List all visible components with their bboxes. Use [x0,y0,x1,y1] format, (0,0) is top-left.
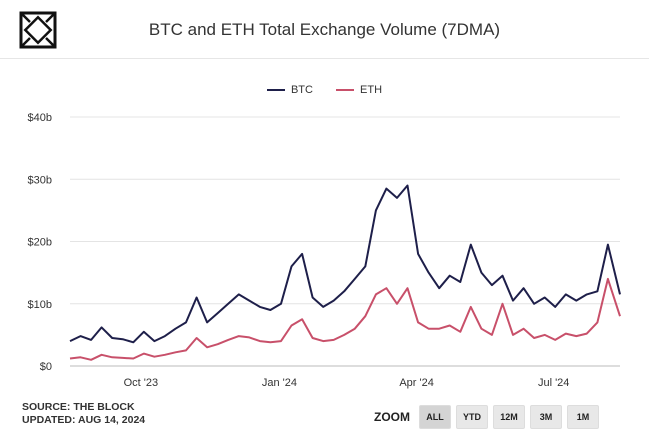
zoom-3m-button[interactable]: 3M [530,405,562,429]
chart-title: BTC and ETH Total Exchange Volume (7DMA) [148,20,501,39]
legend-swatch-eth [336,89,355,91]
the-block-logo-icon [19,11,57,49]
legend-label-btc: BTC [290,84,313,96]
chart-legend: BTC ETH [0,82,649,96]
x-tick-label: Jul '24 [538,377,569,389]
y-tick-label: $30b [28,174,52,186]
x-tick-label: Oct '23 [124,377,159,389]
series-line-btc [69,184,621,344]
legend-swatch-btc [266,89,285,91]
y-tick-label: $20b [28,237,52,249]
y-tick-label: $40b [28,112,52,124]
updated-text: UPDATED: AUG 14, 2024 [22,414,146,426]
zoom-controls: ZOOM ALL YTD 12M 3M 1M [374,405,599,429]
legend-label-eth: ETH [360,84,383,96]
zoom-ytd-button[interactable]: YTD [456,405,488,429]
zoom-all-button[interactable]: ALL [419,405,451,429]
legend-item-eth[interactable]: ETH [336,84,382,96]
series-line-eth [69,277,621,361]
chart-footer: SOURCE: THE BLOCK UPDATED: AUG 14, 2024 [22,401,145,427]
x-tick-label: Apr '24 [399,377,434,389]
zoom-12m-button[interactable]: 12M [493,405,525,429]
source-text: SOURCE: THE BLOCK [22,401,135,413]
zoom-1m-button[interactable]: 1M [567,405,599,429]
volume-line-chart: $0 $10b $20b $30b $40b Oct '23 Jan '24 Apr '24… [28,112,621,389]
legend-item-btc[interactable]: BTC [266,84,313,96]
chart-header: BTC and ETH Total Exchange Volume (7DMA) [0,0,649,59]
y-tick-label: $0 [40,361,52,373]
zoom-label: ZOOM [374,410,410,424]
x-tick-label: Jan '24 [262,377,297,389]
y-tick-label: $10b [28,299,52,311]
